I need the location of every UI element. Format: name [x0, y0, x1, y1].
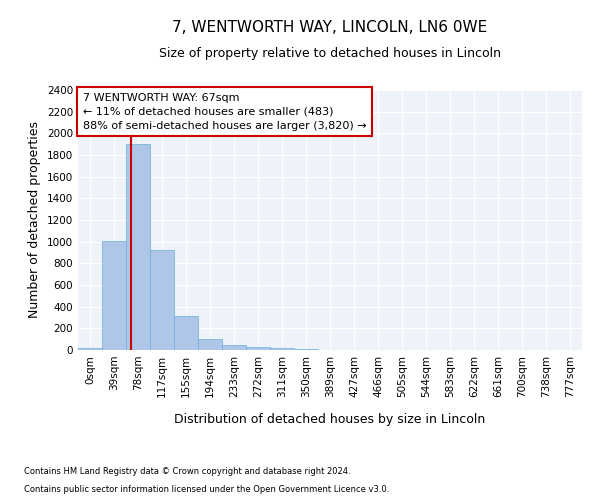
- Bar: [246, 348, 270, 350]
- Bar: [102, 240, 126, 350]
- Bar: [150, 250, 174, 350]
- Bar: [78, 348, 102, 350]
- Text: Distribution of detached houses by size in Lincoln: Distribution of detached houses by size …: [175, 412, 485, 426]
- Text: 7 WENTWORTH WAY: 67sqm
← 11% of detached houses are smaller (483)
88% of semi-de: 7 WENTWORTH WAY: 67sqm ← 11% of detached…: [83, 92, 367, 130]
- Bar: [270, 348, 294, 350]
- Text: Contains HM Land Registry data © Crown copyright and database right 2024.: Contains HM Land Registry data © Crown c…: [24, 468, 350, 476]
- Bar: [294, 348, 318, 350]
- Text: Contains public sector information licensed under the Open Government Licence v3: Contains public sector information licen…: [24, 485, 389, 494]
- Bar: [126, 144, 150, 350]
- Bar: [198, 338, 222, 350]
- Bar: [222, 345, 246, 350]
- Y-axis label: Number of detached properties: Number of detached properties: [28, 122, 41, 318]
- Text: 7, WENTWORTH WAY, LINCOLN, LN6 0WE: 7, WENTWORTH WAY, LINCOLN, LN6 0WE: [172, 20, 488, 35]
- Bar: [174, 316, 198, 350]
- Text: Size of property relative to detached houses in Lincoln: Size of property relative to detached ho…: [159, 48, 501, 60]
